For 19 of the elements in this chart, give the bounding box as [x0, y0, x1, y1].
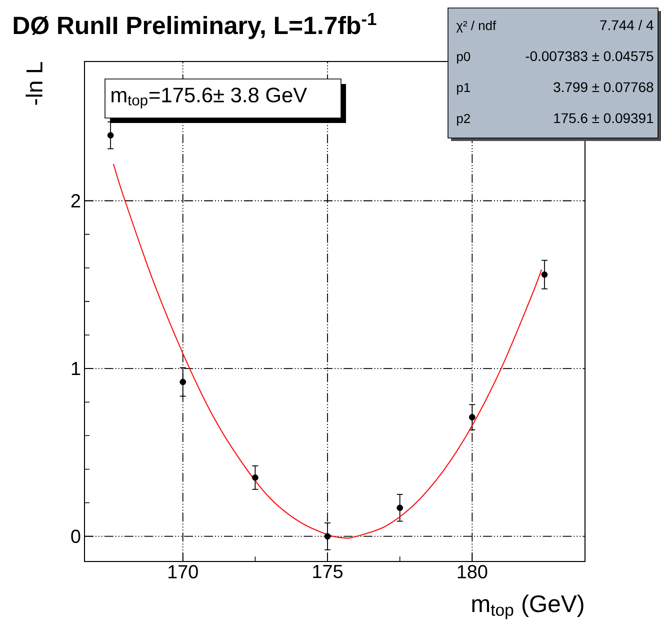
text: 7.744 / 4 — [600, 20, 654, 30]
y-tick-label: 2 — [71, 194, 80, 208]
annotation: p1 — [457, 83, 470, 95]
annotation: 175.6 ± 0.09391 — [554, 113, 654, 124]
y-axis-title: -ln L — [26, 62, 42, 105]
text: -0.007383 ± 0.04575 — [526, 51, 654, 62]
annotation: p0 — [457, 52, 470, 64]
x-tick-label: 170 — [168, 565, 198, 578]
annotation: 3.799 ± 0.07768 — [554, 82, 654, 92]
annotation: p2 — [457, 114, 470, 126]
x-tick-label: 180 — [458, 565, 488, 578]
annotation: m$_{top}$=175.6± 3.8 GeV — [112, 88, 307, 108]
y-tick-label: 1 — [72, 362, 80, 376]
line-series — [112, 163, 542, 539]
x-axis-title: m$_{top}$ (GeV) — [472, 594, 584, 620]
y-tick-label: 0 — [71, 530, 80, 544]
chart-title: DØ RunII Preliminary, L=1.7fb$^{-1}$ — [14, 12, 376, 40]
x-tick-label: 175 — [313, 565, 343, 578]
text: χ² / ndf — [456, 20, 496, 33]
